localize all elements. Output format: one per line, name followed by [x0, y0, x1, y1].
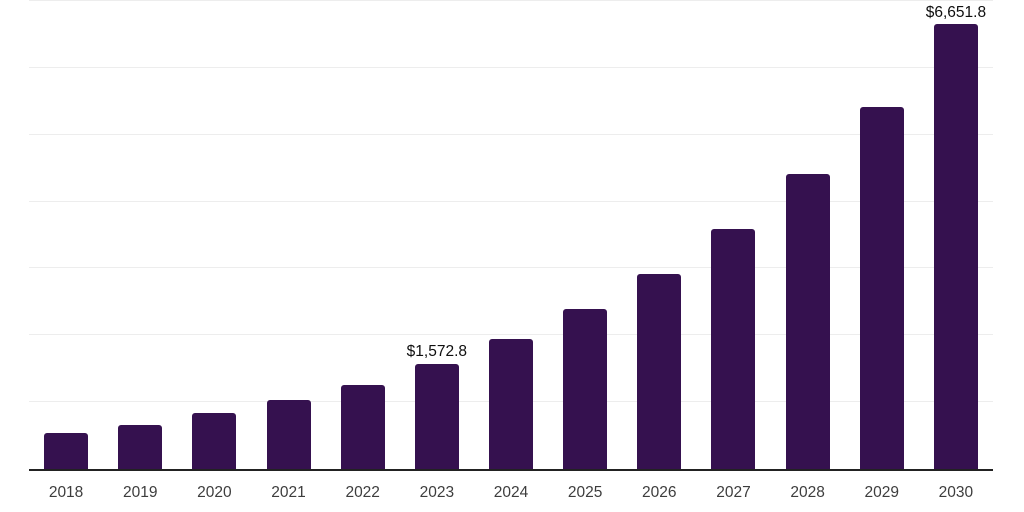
- gridline-7000: [29, 0, 993, 1]
- bar-2019: [118, 424, 163, 469]
- value-label-2030: $6,651.8: [925, 3, 987, 21]
- gridline-2000: [29, 334, 993, 336]
- gridline-6000: [29, 66, 993, 68]
- x-axis-label-2020: 2020: [197, 484, 232, 501]
- x-axis-label-2027: 2027: [716, 484, 751, 501]
- x-axis-label-2018: 2018: [48, 484, 84, 501]
- x-axis-label-2023: 2023: [419, 484, 455, 501]
- plot-area: $1,572.8 $6,651.8: [29, 0, 993, 471]
- x-axis-label-2025: 2025: [567, 484, 603, 501]
- bar-2024: [489, 339, 533, 469]
- bar-2026: [637, 274, 682, 469]
- bar-2029: [859, 106, 904, 469]
- x-axis-label-2026: 2026: [642, 484, 677, 501]
- x-axis-label-2030: 2030: [938, 484, 974, 501]
- x-axis-label-2021: 2021: [271, 484, 306, 501]
- gridline-5000: [29, 133, 993, 135]
- bar-2022: [340, 385, 385, 469]
- bar-2030: [933, 24, 978, 469]
- bar-2020: [192, 413, 237, 469]
- x-axis-label-2028: 2028: [790, 484, 825, 501]
- gridline-4000: [29, 200, 993, 202]
- bar-2018: [44, 432, 89, 469]
- x-axis-label-2024: 2024: [493, 484, 529, 501]
- value-label-2023: $1,572.8: [406, 343, 468, 361]
- x-axis-label-2029: 2029: [864, 484, 900, 501]
- bar-2027: [711, 229, 756, 469]
- bar-2025: [563, 309, 608, 469]
- x-axis-label-2019: 2019: [122, 484, 158, 501]
- x-axis-labels: 2018 2019 2020 2021 2022 2023 2024 2025 2026 2027…: [29, 485, 993, 505]
- bar-2021: [266, 400, 311, 469]
- bar-2023: [414, 363, 459, 469]
- gridline-3000: [29, 267, 993, 269]
- bar-2028: [785, 174, 830, 469]
- x-axis-label-2022: 2022: [345, 484, 380, 501]
